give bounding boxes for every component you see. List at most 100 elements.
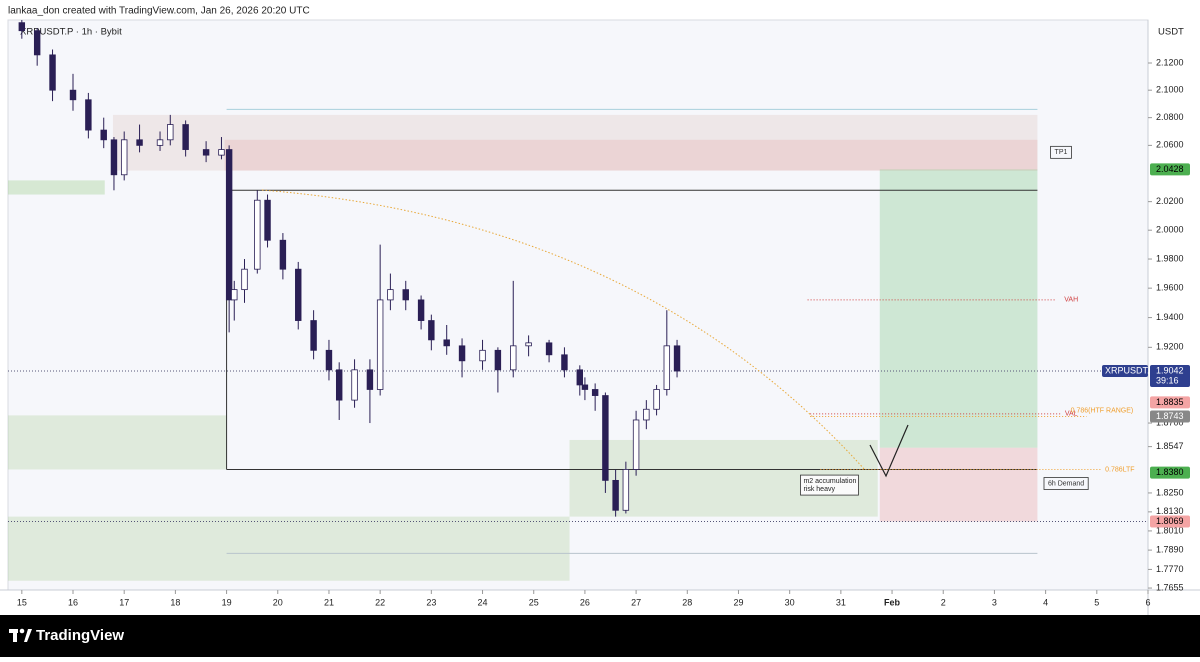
candle-body — [387, 289, 394, 301]
candle-body — [225, 149, 233, 301]
y-tick-label: 2.1000 — [1156, 85, 1184, 95]
candle-body — [663, 345, 671, 390]
candle-body — [264, 199, 271, 241]
y-tick-label: 2.0200 — [1156, 196, 1184, 206]
x-tick-label: 25 — [529, 597, 539, 607]
candle-body — [653, 389, 660, 410]
symbol-tag-label: XRPUSDT.P — [1105, 365, 1156, 375]
x-tick-label: 26 — [580, 597, 590, 607]
countdown: 39:16 — [1156, 375, 1179, 385]
x-tick-label: 2 — [941, 597, 946, 607]
annotation: VAL — [1065, 411, 1078, 418]
candle-body — [402, 289, 409, 301]
candle-body — [561, 354, 568, 371]
note-line: m2 accumulation — [803, 478, 856, 485]
price-tag-label: 1.8835 — [1156, 397, 1184, 407]
zone — [8, 415, 227, 470]
candle-body — [182, 124, 189, 150]
path-sketch — [869, 424, 909, 478]
candle-body — [602, 395, 609, 481]
y-tick-label: 1.7770 — [1156, 564, 1184, 574]
candle-body — [510, 345, 517, 371]
price-tag-label: 1.8743 — [1156, 411, 1184, 421]
x-tick-label: 16 — [68, 597, 78, 607]
y-tick-label: 1.9600 — [1156, 283, 1184, 293]
brand-logo — [9, 628, 32, 642]
candle-body — [110, 139, 118, 176]
x-tick-label: 20 — [273, 597, 283, 607]
candle-body — [458, 345, 466, 362]
price-tag — [1150, 515, 1190, 528]
candle-body — [295, 268, 302, 321]
x-tick-label: 19 — [222, 597, 232, 607]
candle-body — [310, 320, 317, 351]
candle-body — [136, 139, 143, 146]
candle-body — [325, 349, 333, 371]
price-tag — [1150, 410, 1190, 423]
zone — [8, 180, 105, 195]
x-tick-label: 24 — [478, 597, 488, 607]
note-line: risk heavy — [803, 486, 835, 493]
y-tick-label: 1.9800 — [1156, 253, 1184, 263]
price-tag — [1150, 466, 1190, 479]
annotation: VAH — [1064, 297, 1078, 304]
annotation: 0.786(HTF RANGE) — [1071, 408, 1134, 415]
annotation: 6h Demand — [1048, 480, 1084, 487]
candle-body — [376, 299, 384, 390]
y-tick-label: 1.9200 — [1156, 342, 1184, 352]
plot-area — [7, 19, 1149, 591]
candle-body — [351, 369, 358, 401]
candle-body — [218, 149, 225, 156]
candle-body — [591, 389, 599, 396]
zone — [879, 169, 1038, 448]
candle-body — [494, 349, 502, 371]
y-tick-label: 1.7655 — [1156, 582, 1184, 592]
candle-body — [545, 342, 553, 356]
y-tick-label: 1.8250 — [1156, 487, 1184, 497]
candle-body — [525, 342, 532, 347]
candle-body — [85, 99, 92, 131]
x-tick-label: 27 — [631, 597, 641, 607]
candle-body — [33, 30, 41, 56]
candle-body — [202, 149, 210, 156]
y-tick-label: 2.0000 — [1156, 225, 1184, 235]
candle-body — [581, 384, 589, 390]
footer — [0, 615, 1200, 657]
candle-body — [622, 469, 630, 511]
candle-body — [479, 349, 486, 362]
zone — [224, 139, 1038, 171]
credit: lankaa_don created with TradingView.com,… — [8, 6, 310, 17]
x-tick-label: 6 — [1145, 597, 1150, 607]
annotation-box — [1043, 477, 1089, 490]
candle-body — [335, 369, 343, 401]
candle-body — [120, 139, 128, 176]
candle-body — [643, 408, 650, 421]
price-tag — [1150, 396, 1190, 409]
candle-body — [231, 289, 238, 301]
y-tick-label: 2.0800 — [1156, 112, 1184, 122]
price-tag — [1150, 163, 1190, 176]
brand-name: TradingView — [36, 627, 124, 644]
y-tick-label: 1.8010 — [1156, 525, 1184, 535]
candle-body — [49, 54, 56, 91]
x-tick-label: 18 — [170, 597, 180, 607]
x-tick-label: 29 — [733, 597, 743, 607]
zone — [112, 114, 1038, 171]
candle-body — [254, 199, 261, 270]
x-tick-label: 15 — [17, 597, 27, 607]
candle-body — [156, 139, 164, 146]
x-tick-label: 17 — [119, 597, 129, 607]
x-tick-label: 28 — [682, 597, 692, 607]
x-tick-label: Feb — [884, 597, 901, 607]
x-tick-label: 5 — [1094, 597, 1099, 607]
note-box — [800, 474, 859, 496]
zone — [879, 447, 1038, 522]
x-tick-label: 23 — [426, 597, 436, 607]
y-tick-label: 2.0600 — [1156, 140, 1184, 150]
candle-body — [417, 299, 425, 321]
x-tick-label: 4 — [1043, 597, 1048, 607]
candle-body — [241, 268, 248, 291]
x-tick-label: 21 — [324, 597, 334, 607]
last-price-label: 1.9042 — [1156, 365, 1184, 375]
candle-body — [673, 345, 681, 372]
